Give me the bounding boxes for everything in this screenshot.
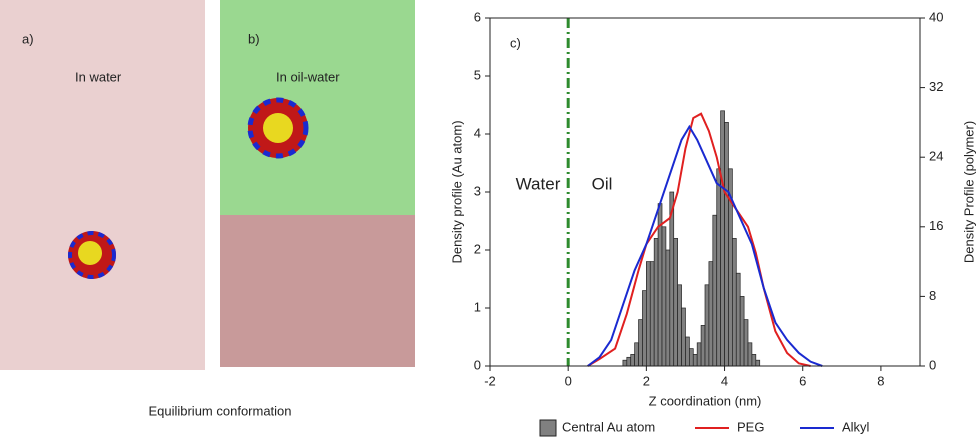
bar <box>654 238 658 366</box>
figure-caption: Equilibrium conformation <box>148 403 291 418</box>
water-box <box>0 0 205 370</box>
bar <box>725 122 729 366</box>
bar <box>709 262 713 366</box>
bar <box>689 349 693 366</box>
panel-caption: In oil-water <box>276 69 340 84</box>
x-tick-label: -2 <box>484 373 496 388</box>
y2-tick-label: 8 <box>929 288 936 303</box>
annotation: Water <box>516 174 561 193</box>
bar <box>639 320 643 366</box>
panel-label: a) <box>22 31 34 46</box>
y-axis-label: Density profile (Au atom) <box>449 120 464 263</box>
bar <box>650 262 654 366</box>
bar <box>678 285 682 366</box>
bar <box>705 285 709 366</box>
legend-swatch <box>540 420 556 436</box>
y-tick-label: 2 <box>474 241 481 256</box>
x-tick-label: 4 <box>721 373 728 388</box>
legend-label: Alkyl <box>842 419 870 434</box>
bar <box>744 320 748 366</box>
y2-tick-label: 40 <box>929 9 943 24</box>
y-tick-label: 6 <box>474 9 481 24</box>
bar <box>752 354 756 366</box>
y2-tick-label: 0 <box>929 357 936 372</box>
bar <box>693 354 697 366</box>
x-tick-label: 6 <box>799 373 806 388</box>
bar <box>721 111 725 366</box>
y2-tick-label: 16 <box>929 218 943 233</box>
bar <box>685 337 689 366</box>
bar <box>662 227 666 366</box>
bar <box>756 360 760 366</box>
bar <box>697 343 701 366</box>
panel-caption: In water <box>75 69 122 84</box>
nanoparticle <box>68 231 116 279</box>
bar <box>736 273 740 366</box>
x-axis-label: Z coordination (nm) <box>649 393 762 408</box>
line <box>588 114 811 366</box>
bar <box>627 357 631 366</box>
y2-axis-label: Density Profile (polymer) <box>961 121 976 263</box>
bar <box>740 296 744 366</box>
bar <box>646 262 650 366</box>
y-tick-label: 5 <box>474 67 481 82</box>
y-tick-label: 4 <box>474 125 481 140</box>
x-tick-label: 0 <box>565 373 572 388</box>
nanoparticle <box>248 98 308 158</box>
y-tick-label: 0 <box>474 357 481 372</box>
panel-label: b) <box>248 31 260 46</box>
panel-label: c) <box>510 35 521 50</box>
bar <box>631 354 635 366</box>
y-tick-label: 3 <box>474 183 481 198</box>
bar <box>635 343 639 366</box>
legend-label: Central Au atom <box>562 419 655 434</box>
bar <box>717 169 721 366</box>
water-box <box>220 215 415 367</box>
bar <box>642 291 646 366</box>
annotation: Oil <box>592 174 613 193</box>
figure: a) In water b) In oil-water Equilibrium … <box>0 0 978 439</box>
y2-tick-label: 24 <box>929 149 943 164</box>
x-tick-label: 8 <box>877 373 884 388</box>
y2-tick-label: 32 <box>929 79 943 94</box>
bar <box>674 238 678 366</box>
bar <box>701 325 705 366</box>
bar <box>623 360 627 366</box>
bar <box>658 204 662 366</box>
legend-label: PEG <box>737 419 764 434</box>
bar <box>666 250 670 366</box>
y-tick-label: 1 <box>474 299 481 314</box>
x-tick-label: 2 <box>643 373 650 388</box>
bar <box>713 215 717 366</box>
bar <box>682 308 686 366</box>
bar <box>732 238 736 366</box>
bar <box>748 343 752 366</box>
